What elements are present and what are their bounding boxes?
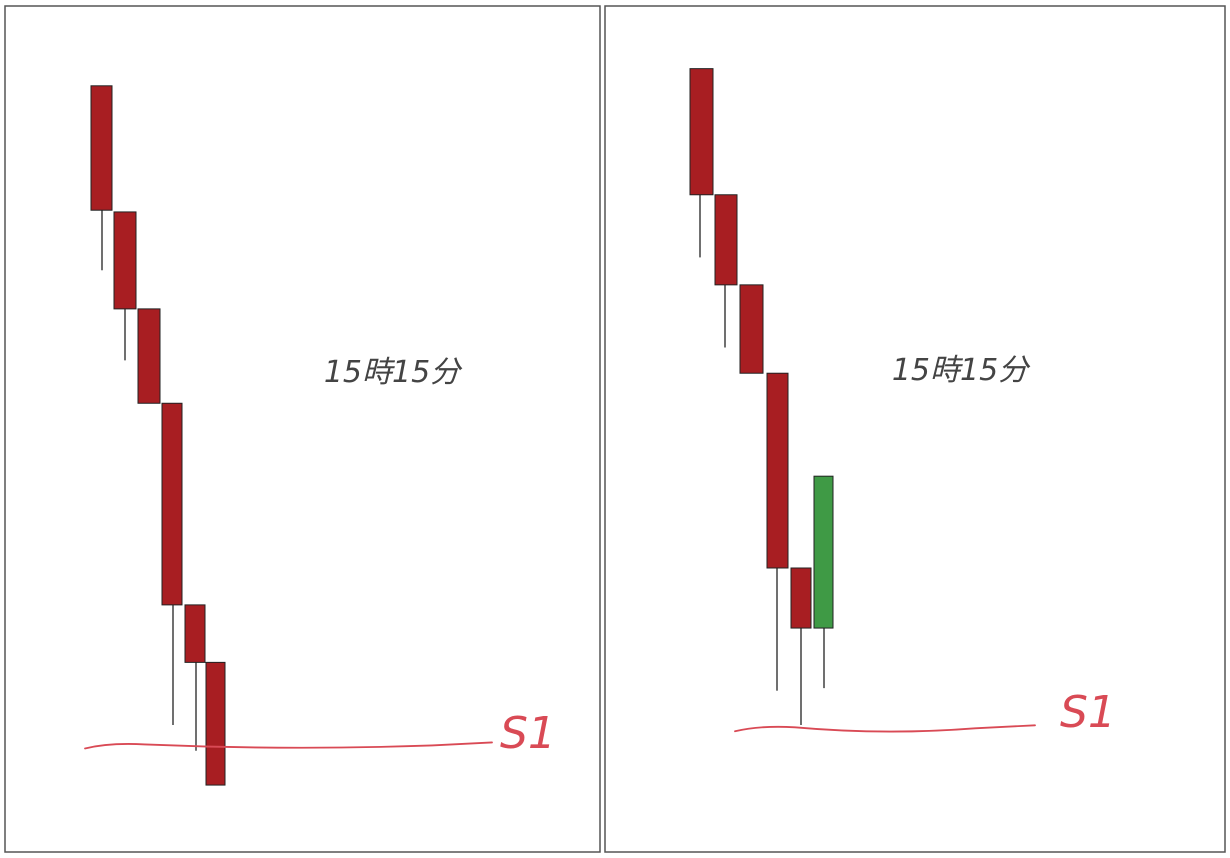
bearish-candle bbox=[766, 372, 789, 569]
bearish-candle bbox=[739, 284, 764, 374]
bearish-candle bbox=[161, 402, 183, 606]
bearish-candle bbox=[90, 85, 113, 211]
bearish-candle bbox=[113, 211, 137, 310]
support-line bbox=[734, 724, 1036, 733]
bearish-candle bbox=[205, 661, 226, 786]
bearish-candle bbox=[714, 194, 738, 286]
bearish-candle bbox=[137, 308, 161, 404]
support-label: S1 bbox=[1060, 687, 1116, 738]
bearish-candle bbox=[184, 604, 206, 663]
bullish-candle bbox=[813, 475, 834, 629]
support-line bbox=[84, 741, 493, 750]
bearish-candle bbox=[790, 567, 812, 629]
time-annotation: 15時15分 bbox=[324, 355, 463, 390]
bearish-candle bbox=[689, 68, 714, 196]
chart-panel-2: S1 15時15分 bbox=[604, 5, 1226, 853]
time-annotation: 15時15分 bbox=[892, 353, 1031, 388]
chart-panel-1: S1 15時15分 bbox=[4, 5, 601, 853]
support-label: S1 bbox=[500, 708, 556, 759]
